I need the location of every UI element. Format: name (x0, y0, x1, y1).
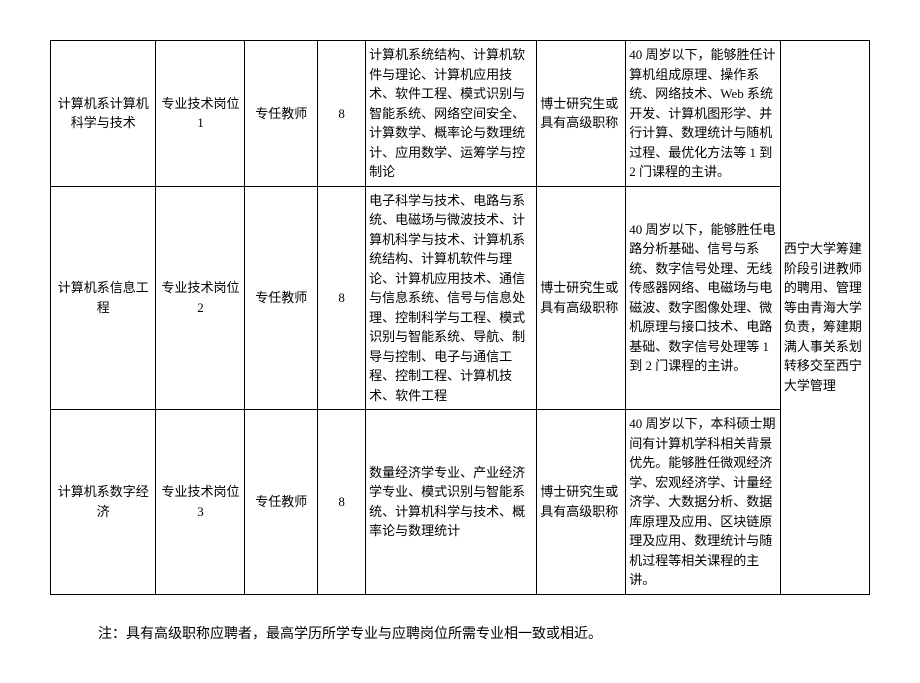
cell-edu: 博士研究生或具有高级职称 (537, 41, 626, 187)
cell-num: 8 (318, 186, 366, 410)
recruitment-table: 计算机系计算机科学与技术 专业技术岗位 1 专任教师 8 计算机系统结构、计算机… (50, 40, 870, 595)
cell-num: 8 (318, 41, 366, 187)
cell-dept: 计算机系计算机科学与技术 (51, 41, 156, 187)
table-row: 计算机系计算机科学与技术 专业技术岗位 1 专任教师 8 计算机系统结构、计算机… (51, 41, 870, 187)
cell-major: 计算机系统结构、计算机软件与理论、计算机应用技术、软件工程、模式识别与智能系统、… (366, 41, 537, 187)
cell-post: 专业技术岗位 2 (156, 186, 245, 410)
cell-req: 40 周岁以下，能够胜任电路分析基础、信号与系统、数字信号处理、无线传感器网络、… (626, 186, 781, 410)
table-row: 计算机系数字经济 专业技术岗位 3 专任教师 8 数量经济学专业、产业经济学专业… (51, 410, 870, 595)
table-row: 计算机系信息工程 专业技术岗位 2 专任教师 8 电子科学与技术、电路与系统、电… (51, 186, 870, 410)
cell-post: 专业技术岗位 1 (156, 41, 245, 187)
cell-post: 专业技术岗位 3 (156, 410, 245, 595)
cell-req: 40 周岁以下，本科硕士期间有计算机学科相关背景优先。能够胜任微观经济学、宏观经… (626, 410, 781, 595)
cell-major: 电子科学与技术、电路与系统、电磁场与微波技术、计算机科学与技术、计算机系统结构、… (366, 186, 537, 410)
cell-note-merged: 西宁大学筹建阶段引进教师的聘用、管理等由青海大学负责，筹建期满人事关系划转移交至… (780, 41, 869, 595)
cell-type: 专任教师 (245, 410, 318, 595)
cell-type: 专任教师 (245, 41, 318, 187)
cell-major: 数量经济学专业、产业经济学专业、模式识别与智能系统、计算机科学与技术、概率论与数… (366, 410, 537, 595)
cell-dept: 计算机系数字经济 (51, 410, 156, 595)
footnote: 注：具有高级职称应聘者，最高学历所学专业与应聘岗位所需专业相一致或相近。 (50, 623, 870, 643)
cell-edu: 博士研究生或具有高级职称 (537, 186, 626, 410)
cell-num: 8 (318, 410, 366, 595)
cell-req: 40 周岁以下，能够胜任计算机组成原理、操作系统、网络技术、Web 系统开发、计… (626, 41, 781, 187)
cell-edu: 博士研究生或具有高级职称 (537, 410, 626, 595)
cell-type: 专任教师 (245, 186, 318, 410)
cell-dept: 计算机系信息工程 (51, 186, 156, 410)
